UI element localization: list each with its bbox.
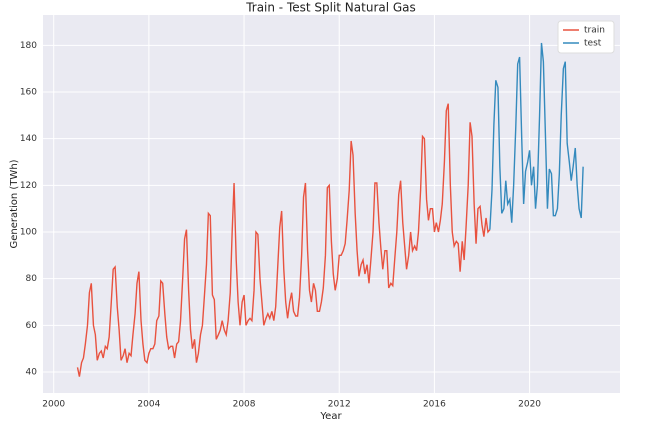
legend-box	[557, 20, 615, 54]
legend: train test	[557, 20, 615, 54]
x-tick-label: 2012	[328, 400, 351, 410]
x-tick-label: 2020	[518, 400, 541, 410]
y-tick-label: 180	[20, 41, 37, 51]
y-tick-label: 40	[26, 368, 38, 378]
x-tick-label: 2000	[42, 400, 65, 410]
y-axis-label: Generation (TWh)	[9, 159, 20, 248]
plot-area	[43, 15, 620, 393]
legend-label: train	[584, 26, 605, 36]
grid	[43, 15, 620, 393]
y-tick-label: 60	[26, 321, 38, 331]
x-tick-label: 2008	[233, 400, 256, 410]
chart-title: Train - Test Split Natural Gas	[245, 1, 416, 15]
y-tick-label: 120	[20, 181, 37, 191]
x-axis-label: Year	[319, 411, 342, 422]
x-tick-label: 2016	[423, 400, 446, 410]
series-line	[489, 42, 584, 230]
y-tick-label: 100	[20, 228, 37, 238]
lines	[76, 42, 584, 377]
y-tick-label: 80	[26, 274, 38, 284]
y-tick-label: 140	[20, 134, 37, 144]
series-line	[76, 103, 491, 377]
y-tick-label: 160	[20, 88, 37, 98]
legend-label: test	[584, 39, 602, 49]
x-tick-label: 2004	[137, 400, 160, 410]
